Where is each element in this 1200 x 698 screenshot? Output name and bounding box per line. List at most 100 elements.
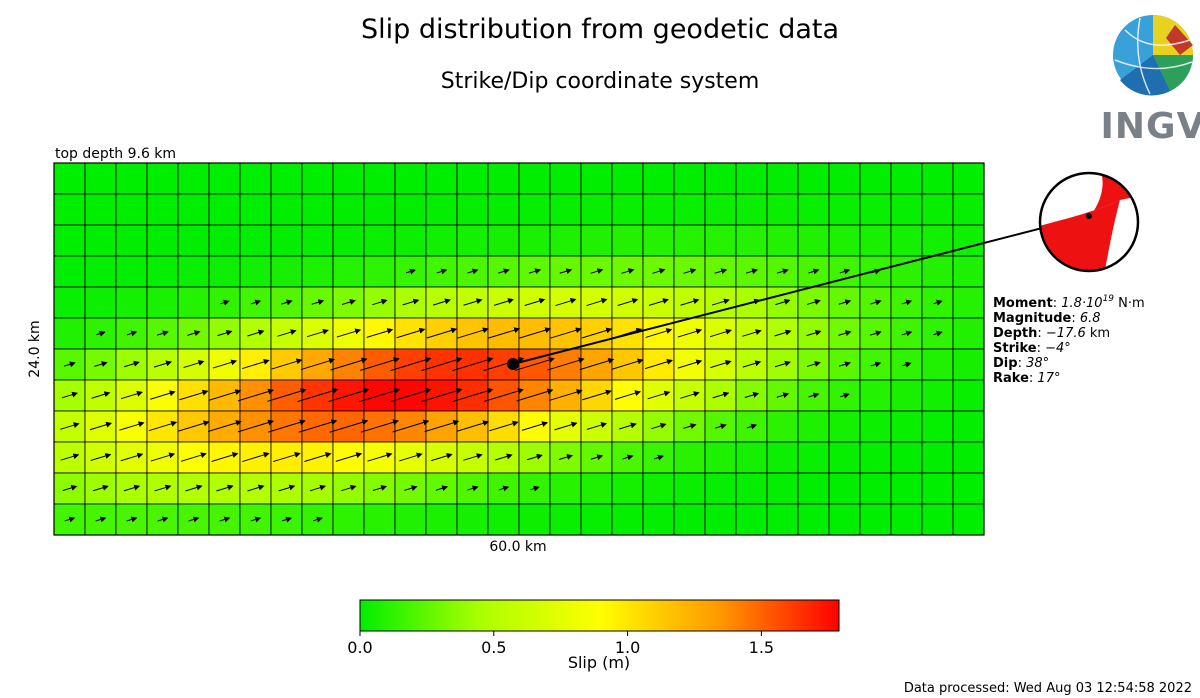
rake-label: Rake <box>993 371 1029 386</box>
slip-cell <box>518 503 551 536</box>
slip-cell <box>332 162 365 195</box>
slip-vector-arrow <box>840 392 850 399</box>
slip-cell <box>425 162 458 195</box>
slip-cell <box>952 224 985 257</box>
slip-vector-arrow <box>242 359 270 370</box>
moment-row: Moment: 1.8·1019 N·m <box>993 294 1145 311</box>
slip-cell <box>270 224 303 257</box>
slip-vector-arrow <box>586 298 608 307</box>
slip-cell <box>239 255 272 288</box>
slip-vector-arrow <box>119 421 145 431</box>
slip-cell <box>828 162 861 195</box>
slip-cell <box>580 193 613 226</box>
slip-cell <box>363 162 396 195</box>
slip-cell <box>642 193 675 226</box>
slip-vector-arrow <box>586 422 608 430</box>
slip-vector-arrow <box>95 516 107 523</box>
slip-vector-arrow <box>153 360 173 368</box>
slip-vector-arrow <box>399 452 423 462</box>
slip-cell <box>952 317 985 350</box>
slip-vector-arrow <box>217 329 233 337</box>
slip-vector-arrow <box>622 454 634 461</box>
slip-vector-arrow <box>745 268 758 275</box>
slip-cell <box>828 472 861 505</box>
slip-vector-arrow <box>435 485 449 492</box>
slip-cell <box>766 472 799 505</box>
depth-row: Depth: −17.6 km <box>993 326 1110 341</box>
slip-cell <box>549 503 582 536</box>
slip-vector-arrow <box>390 356 432 372</box>
slip-cell <box>301 193 334 226</box>
slip-cell <box>921 472 954 505</box>
slip-cell <box>425 379 458 412</box>
slip-vector-arrow <box>590 454 604 461</box>
slip-vector-arrow <box>806 299 821 305</box>
slip-cell <box>828 193 861 226</box>
slip-vector-arrow <box>372 298 388 306</box>
slip-cell <box>549 193 582 226</box>
slip-vector-arrow <box>120 452 144 462</box>
strike-row: Strike: −4° <box>993 341 1071 356</box>
slip-cell <box>673 162 706 195</box>
slip-vector-arrow <box>267 419 306 433</box>
slip-cell <box>84 162 117 195</box>
slip-vector-arrow <box>179 389 209 401</box>
slip-cell <box>921 224 954 257</box>
slip-cell <box>859 472 892 505</box>
slip-cell <box>115 193 148 226</box>
slip-vector-arrow <box>247 329 265 337</box>
slip-vector-arrow <box>714 268 728 275</box>
slip-vector-arrow <box>93 484 109 492</box>
colorbar: 0.0 0.5 1.0 1.5 Slip (m) <box>347 599 840 672</box>
slip-cell <box>797 162 830 195</box>
logo-globe-segment <box>1166 25 1193 55</box>
slip-vector-arrow <box>150 452 176 462</box>
slip-vector-arrow <box>89 421 113 431</box>
slip-cell <box>642 472 675 505</box>
slip-vector-arrow <box>277 329 297 337</box>
slip-cell <box>177 193 210 226</box>
slip-vector-arrow <box>933 330 943 337</box>
fault-width-label: 24.0 km <box>27 320 43 377</box>
slip-cell <box>921 193 954 226</box>
focal-mechanism-beachball <box>1038 171 1140 273</box>
slip-vector-arrow <box>683 423 697 429</box>
slip-vector-arrow <box>390 387 432 403</box>
slip-vector-arrow <box>62 484 78 492</box>
slip-vector-arrow <box>281 516 292 523</box>
hypocenter-marker <box>507 358 519 370</box>
slip-vector-arrow <box>774 329 792 337</box>
slip-cell <box>177 286 210 319</box>
slip-cell <box>673 224 706 257</box>
slip-cell <box>84 286 117 319</box>
slip-vector-arrow <box>424 419 460 433</box>
slip-vector-arrow <box>683 268 697 275</box>
slip-vector-arrow <box>617 298 639 306</box>
magnitude-label: Magnitude <box>993 311 1072 326</box>
slip-cell <box>952 348 985 381</box>
slip-vector-arrow <box>219 516 231 523</box>
slip-cell <box>456 224 489 257</box>
slip-cell <box>766 410 799 443</box>
slip-vector-arrow <box>90 453 112 461</box>
slip-cell <box>301 162 334 195</box>
slip-vector-arrow <box>267 388 307 402</box>
slip-cell <box>394 503 427 536</box>
slip-cell <box>53 162 86 195</box>
slip-vector-arrow <box>711 298 730 306</box>
slip-vector-arrow <box>311 299 325 306</box>
slip-vector-arrow <box>336 328 362 338</box>
slip-vector-arrow <box>463 298 483 306</box>
slip-cell <box>53 317 86 350</box>
slip-cell <box>239 503 272 536</box>
slip-cell <box>549 472 582 505</box>
slip-vector-arrow <box>498 268 510 275</box>
slip-vector-arrow <box>64 516 76 523</box>
slip-vector-arrow <box>527 453 543 461</box>
depth-unit: km <box>1086 326 1110 341</box>
slip-cell <box>84 255 117 288</box>
slip-vector-arrow <box>123 484 141 492</box>
slip-vector-arrow <box>148 420 178 432</box>
slip-vector-arrow <box>126 516 138 523</box>
